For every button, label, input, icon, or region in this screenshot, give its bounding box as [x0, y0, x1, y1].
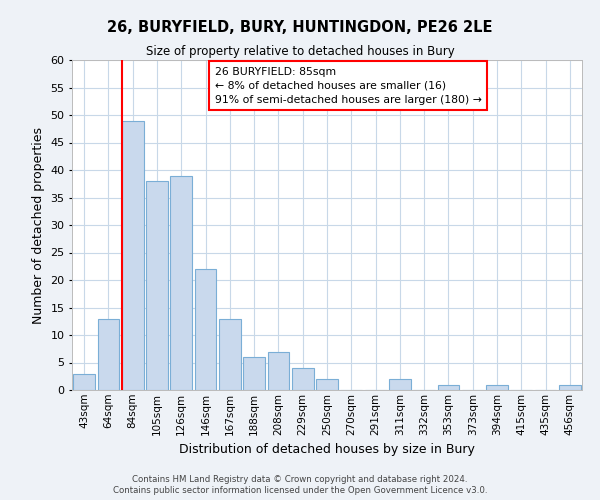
- Bar: [219, 318, 241, 390]
- Text: Contains HM Land Registry data © Crown copyright and database right 2024.: Contains HM Land Registry data © Crown c…: [132, 475, 468, 484]
- X-axis label: Distribution of detached houses by size in Bury: Distribution of detached houses by size …: [179, 443, 475, 456]
- Text: Contains public sector information licensed under the Open Government Licence v3: Contains public sector information licen…: [113, 486, 487, 495]
- Bar: [170, 176, 192, 390]
- Bar: [194, 269, 217, 390]
- Bar: [316, 379, 338, 390]
- Bar: [486, 384, 508, 390]
- Text: 26, BURYFIELD, BURY, HUNTINGDON, PE26 2LE: 26, BURYFIELD, BURY, HUNTINGDON, PE26 2L…: [107, 20, 493, 35]
- Bar: [559, 384, 581, 390]
- Bar: [292, 368, 314, 390]
- Bar: [146, 181, 168, 390]
- Bar: [243, 357, 265, 390]
- Bar: [437, 384, 460, 390]
- Text: 26 BURYFIELD: 85sqm
← 8% of detached houses are smaller (16)
91% of semi-detache: 26 BURYFIELD: 85sqm ← 8% of detached hou…: [215, 66, 482, 104]
- Text: Size of property relative to detached houses in Bury: Size of property relative to detached ho…: [146, 45, 454, 58]
- Bar: [122, 120, 143, 390]
- Y-axis label: Number of detached properties: Number of detached properties: [32, 126, 44, 324]
- Bar: [389, 379, 411, 390]
- Bar: [73, 374, 95, 390]
- Bar: [268, 352, 289, 390]
- Bar: [97, 318, 119, 390]
